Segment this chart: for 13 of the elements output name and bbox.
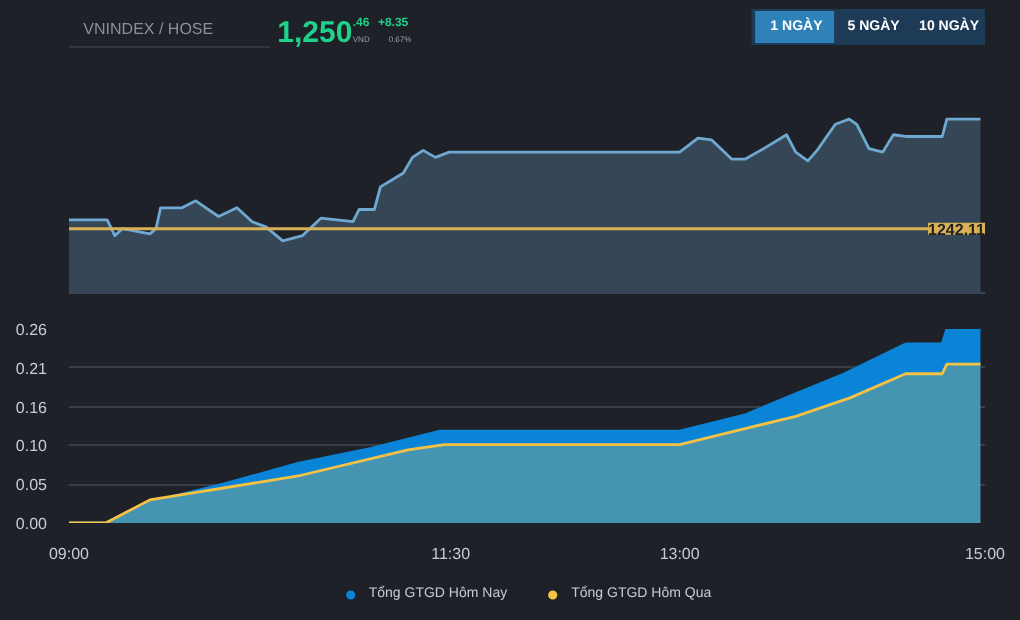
text: 1,250 [277,16,353,50]
y-tick-label: 0.26 [15,321,49,339]
x-tick-label: 11:30 [431,545,472,563]
chart-title: VNINDEX / HOSE [83,20,214,38]
y-tick-label: 0.16 [15,398,49,417]
x-tick-label: 15:00 [964,545,1007,563]
y-tick-label: 0.21 [15,359,49,378]
x-tick-label: 09:00 [48,545,91,563]
annotation: 1242.11 [928,220,987,239]
y-tick-label: 0.05 [15,476,49,495]
y-tick-label: 0.00 [15,515,49,533]
x-tick-label: 13:00 [659,545,701,563]
y-tick-label: 0.10 [15,437,49,456]
